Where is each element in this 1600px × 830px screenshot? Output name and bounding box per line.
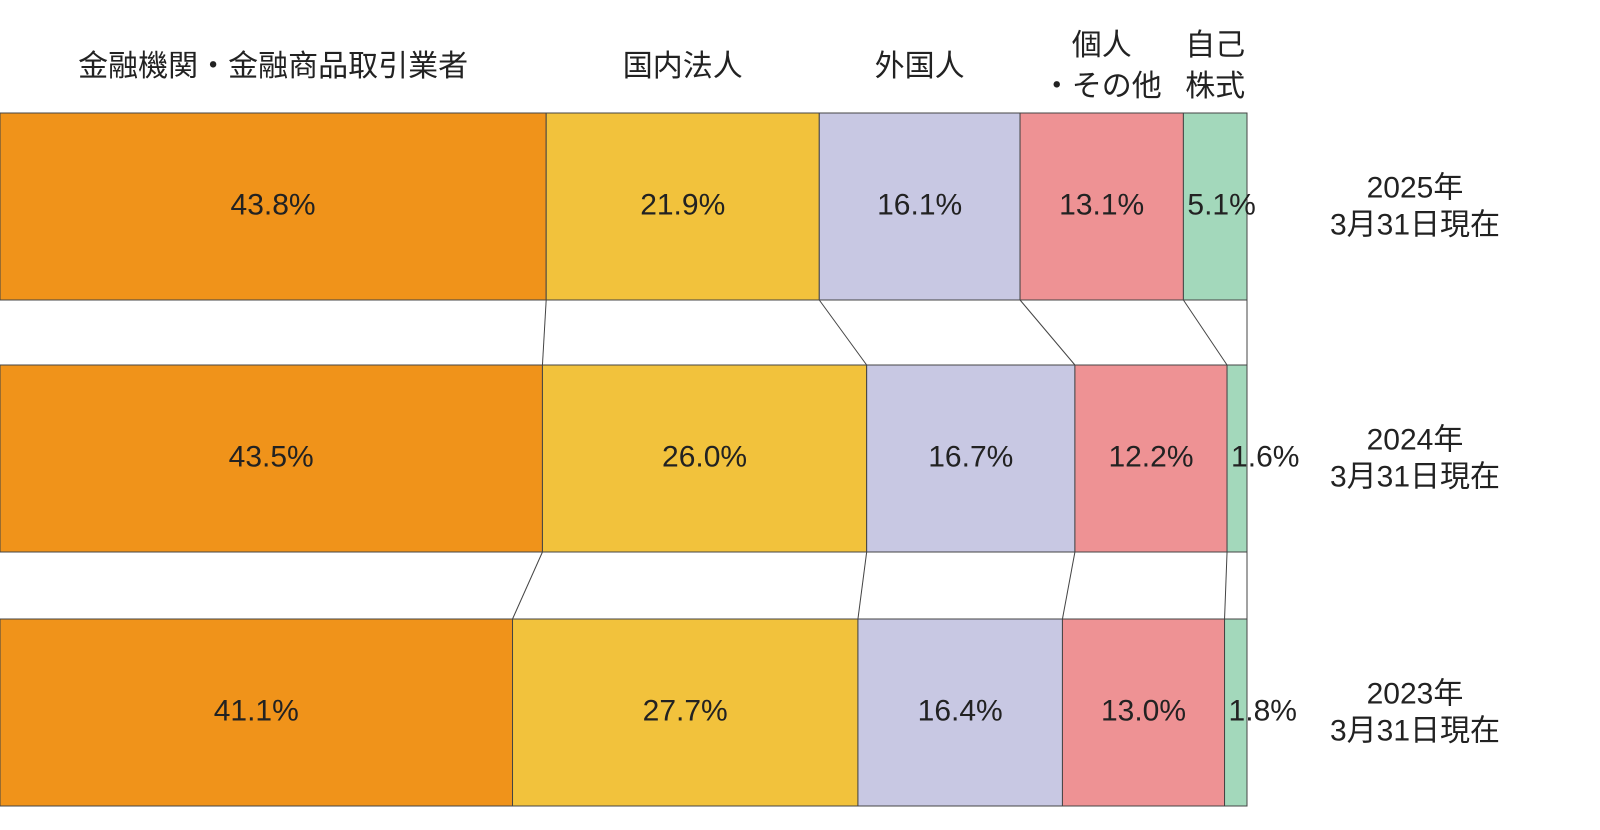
bar-segment	[512, 618, 859, 807]
value-label: 13.1%	[1059, 188, 1144, 221]
bar-segment	[857, 618, 1063, 807]
value-label: 16.7%	[928, 440, 1013, 473]
legend-label: 外国人	[875, 50, 965, 83]
legend-label: 自己	[1185, 29, 1245, 62]
legend-label: ・その他	[1042, 70, 1162, 103]
value-label: 21.9%	[640, 188, 725, 221]
value-label: 1.6%	[1231, 440, 1299, 473]
category-label: 3月31日現在	[1330, 460, 1500, 493]
value-label: 13.0%	[1101, 694, 1186, 727]
category-label: 3月31日現在	[1330, 714, 1500, 747]
bar-segment	[541, 364, 868, 553]
value-label: 41.1%	[214, 694, 299, 727]
bar-segment	[0, 618, 514, 807]
connector	[541, 299, 547, 366]
value-label: 27.7%	[643, 694, 728, 727]
value-label: 43.8%	[231, 188, 316, 221]
bar-segment	[1182, 112, 1248, 301]
connector	[512, 551, 543, 620]
category-label: 2025年	[1367, 171, 1464, 204]
value-label: 26.0%	[662, 440, 747, 473]
bar-segment	[1074, 364, 1228, 553]
legend-label: 国内法人	[623, 50, 743, 83]
connector	[1182, 299, 1228, 366]
bar-segment	[1061, 618, 1226, 807]
value-label: 16.4%	[918, 694, 1003, 727]
legend-label: 株式	[1185, 70, 1245, 103]
connector	[1224, 551, 1228, 620]
connector	[1061, 551, 1076, 620]
value-label: 1.8%	[1229, 694, 1297, 727]
value-label: 16.1%	[877, 188, 962, 221]
category-label: 2023年	[1367, 677, 1464, 710]
connector	[1019, 299, 1076, 366]
value-label: 43.5%	[229, 440, 314, 473]
value-label: 5.1%	[1187, 188, 1255, 221]
bar-segment	[1224, 618, 1248, 807]
category-label: 3月31日現在	[1330, 208, 1500, 241]
bar-segment	[1019, 112, 1184, 301]
bar-segment	[866, 364, 1076, 553]
bar-segment	[545, 112, 820, 301]
connector	[818, 299, 868, 366]
connector	[857, 551, 868, 620]
legend-label: 金融機関・金融商品取引業者	[78, 50, 468, 83]
value-label: 12.2%	[1108, 440, 1193, 473]
bar-segment	[0, 364, 543, 553]
category-label: 2024年	[1367, 423, 1464, 456]
legend-label: 個人	[1072, 29, 1132, 62]
bar-segment	[1226, 364, 1248, 553]
